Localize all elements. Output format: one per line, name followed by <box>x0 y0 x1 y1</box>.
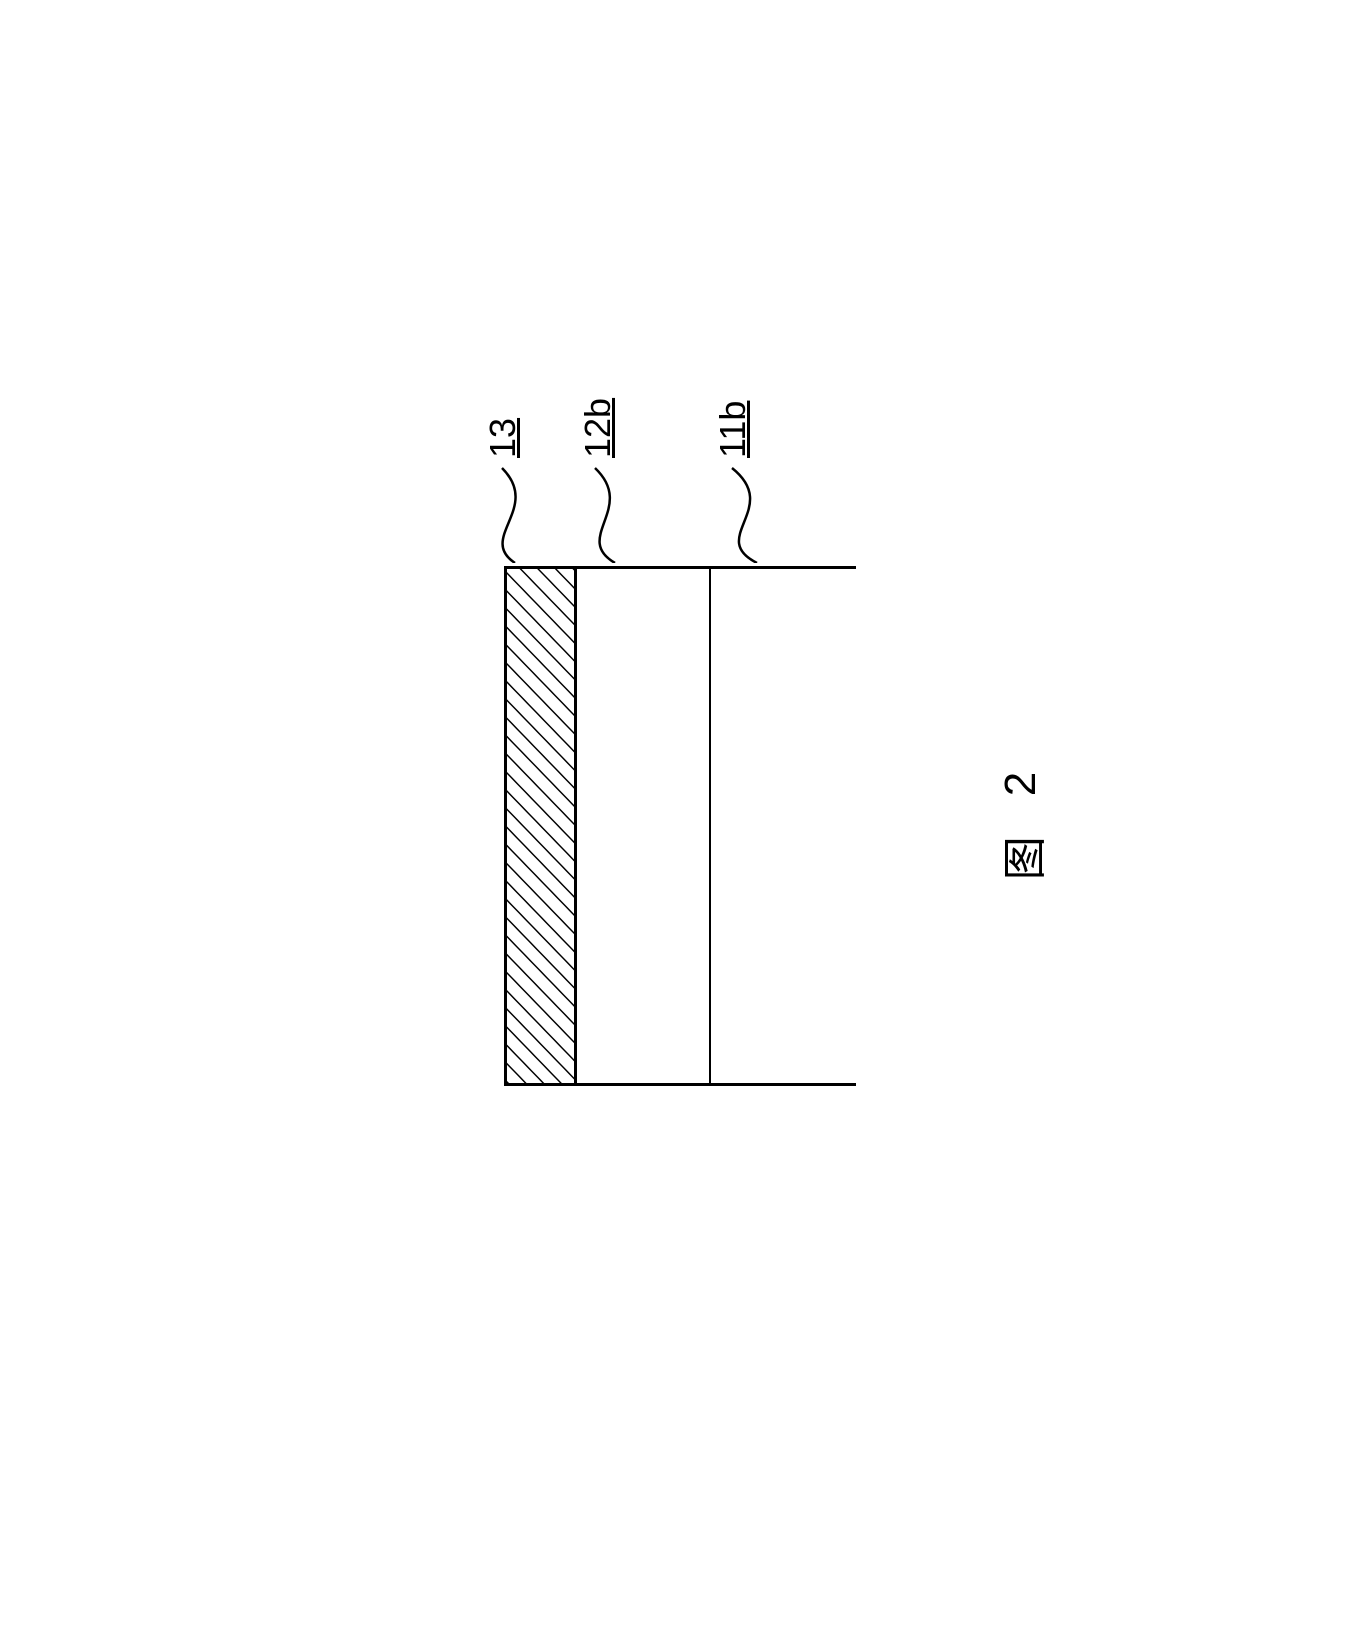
leader-line-11b <box>687 443 787 563</box>
leader-line-12b <box>557 443 647 563</box>
label-11b: 11b <box>712 401 754 458</box>
diagram-container: 13 12b 11b 图 2 <box>504 566 856 1086</box>
label-13: 13 <box>482 418 524 458</box>
layer-12b <box>577 569 711 1083</box>
leader-line-13 <box>467 443 547 563</box>
layer-11b <box>711 569 859 1083</box>
caption-character: 图 <box>989 836 1053 880</box>
caption-number: 2 <box>996 772 1046 796</box>
layer-stack: 13 12b 11b 图 2 <box>504 566 856 1086</box>
label-12b: 12b <box>577 398 619 458</box>
hatch-pattern-icon <box>507 569 574 1083</box>
figure-caption: 图 2 <box>989 772 1053 880</box>
layer-13 <box>507 569 577 1083</box>
